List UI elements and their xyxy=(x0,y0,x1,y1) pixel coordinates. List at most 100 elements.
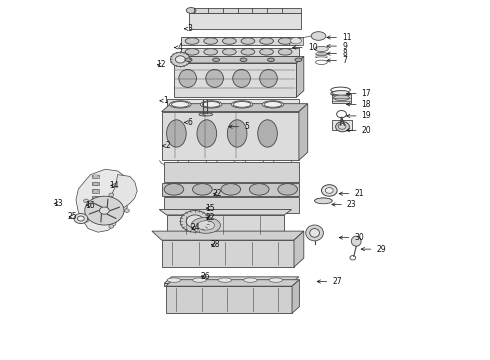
Ellipse shape xyxy=(206,69,223,87)
Ellipse shape xyxy=(193,184,212,195)
Bar xyxy=(93,197,98,199)
Polygon shape xyxy=(174,57,304,63)
Polygon shape xyxy=(166,286,292,313)
Text: 8: 8 xyxy=(327,49,347,58)
Polygon shape xyxy=(164,197,299,213)
Ellipse shape xyxy=(332,91,351,95)
Ellipse shape xyxy=(109,193,114,197)
Ellipse shape xyxy=(295,58,302,62)
Text: 22: 22 xyxy=(205,213,215,222)
Text: 24: 24 xyxy=(190,223,200,233)
Ellipse shape xyxy=(84,219,89,222)
Polygon shape xyxy=(159,210,292,215)
Ellipse shape xyxy=(185,58,192,62)
Ellipse shape xyxy=(336,122,349,132)
Bar xyxy=(92,203,99,207)
Polygon shape xyxy=(299,104,308,160)
Polygon shape xyxy=(162,112,299,160)
Text: 16: 16 xyxy=(85,201,95,210)
Bar xyxy=(289,37,303,45)
Ellipse shape xyxy=(84,199,89,203)
Polygon shape xyxy=(189,13,301,29)
Ellipse shape xyxy=(278,38,292,44)
Ellipse shape xyxy=(268,58,274,62)
Polygon shape xyxy=(166,280,299,286)
Ellipse shape xyxy=(315,198,332,204)
Text: 10: 10 xyxy=(293,43,318,52)
Ellipse shape xyxy=(202,102,220,107)
Ellipse shape xyxy=(193,278,206,282)
Ellipse shape xyxy=(109,225,114,228)
Ellipse shape xyxy=(164,184,184,195)
Ellipse shape xyxy=(191,217,220,233)
Text: 13: 13 xyxy=(53,199,63,208)
Bar xyxy=(92,182,99,185)
Ellipse shape xyxy=(233,69,250,87)
Text: 6: 6 xyxy=(184,118,193,127)
Text: 22: 22 xyxy=(213,189,222,198)
Ellipse shape xyxy=(315,46,328,51)
Polygon shape xyxy=(292,280,299,313)
Polygon shape xyxy=(162,240,294,267)
Ellipse shape xyxy=(269,278,283,282)
Ellipse shape xyxy=(244,278,257,282)
Ellipse shape xyxy=(249,184,269,195)
Ellipse shape xyxy=(258,120,277,147)
Polygon shape xyxy=(76,169,127,232)
Bar xyxy=(92,196,99,200)
Ellipse shape xyxy=(221,184,241,195)
Ellipse shape xyxy=(186,215,204,228)
Polygon shape xyxy=(162,104,308,112)
Polygon shape xyxy=(174,63,296,97)
Bar xyxy=(189,8,301,13)
Text: 12: 12 xyxy=(156,60,166,69)
Ellipse shape xyxy=(260,38,273,44)
Bar xyxy=(92,189,99,193)
Ellipse shape xyxy=(325,188,333,193)
Ellipse shape xyxy=(171,52,190,67)
Text: 11: 11 xyxy=(327,33,351,42)
Text: 14: 14 xyxy=(109,181,119,190)
Bar xyxy=(92,175,99,178)
Polygon shape xyxy=(162,183,299,196)
Ellipse shape xyxy=(124,209,129,212)
Ellipse shape xyxy=(241,38,255,44)
Ellipse shape xyxy=(278,184,297,195)
Ellipse shape xyxy=(278,49,292,55)
Ellipse shape xyxy=(222,49,236,55)
Bar xyxy=(93,190,98,192)
Ellipse shape xyxy=(77,216,84,221)
Text: 7: 7 xyxy=(327,56,347,65)
Text: 27: 27 xyxy=(317,277,342,286)
Ellipse shape xyxy=(213,58,220,62)
Ellipse shape xyxy=(85,196,124,225)
Ellipse shape xyxy=(167,120,186,147)
Bar xyxy=(93,183,98,185)
Text: 15: 15 xyxy=(205,204,215,212)
Ellipse shape xyxy=(185,49,199,55)
Text: 21: 21 xyxy=(339,189,364,198)
Ellipse shape xyxy=(218,278,232,282)
Ellipse shape xyxy=(197,221,215,230)
Bar xyxy=(93,175,98,177)
Text: 25: 25 xyxy=(68,212,77,221)
Bar xyxy=(332,94,351,103)
Ellipse shape xyxy=(99,207,109,214)
Ellipse shape xyxy=(227,120,247,147)
Bar xyxy=(181,37,299,45)
Ellipse shape xyxy=(167,278,181,282)
Ellipse shape xyxy=(260,49,273,55)
Text: 1: 1 xyxy=(160,96,168,105)
Text: 3: 3 xyxy=(184,24,193,33)
Ellipse shape xyxy=(180,211,210,232)
Polygon shape xyxy=(152,231,304,240)
Ellipse shape xyxy=(170,101,191,108)
Ellipse shape xyxy=(264,102,282,107)
Ellipse shape xyxy=(321,185,337,196)
Ellipse shape xyxy=(240,58,247,62)
Ellipse shape xyxy=(204,49,218,55)
Bar xyxy=(332,120,352,130)
Bar xyxy=(93,204,98,206)
Polygon shape xyxy=(167,99,299,110)
Text: 29: 29 xyxy=(361,245,386,253)
